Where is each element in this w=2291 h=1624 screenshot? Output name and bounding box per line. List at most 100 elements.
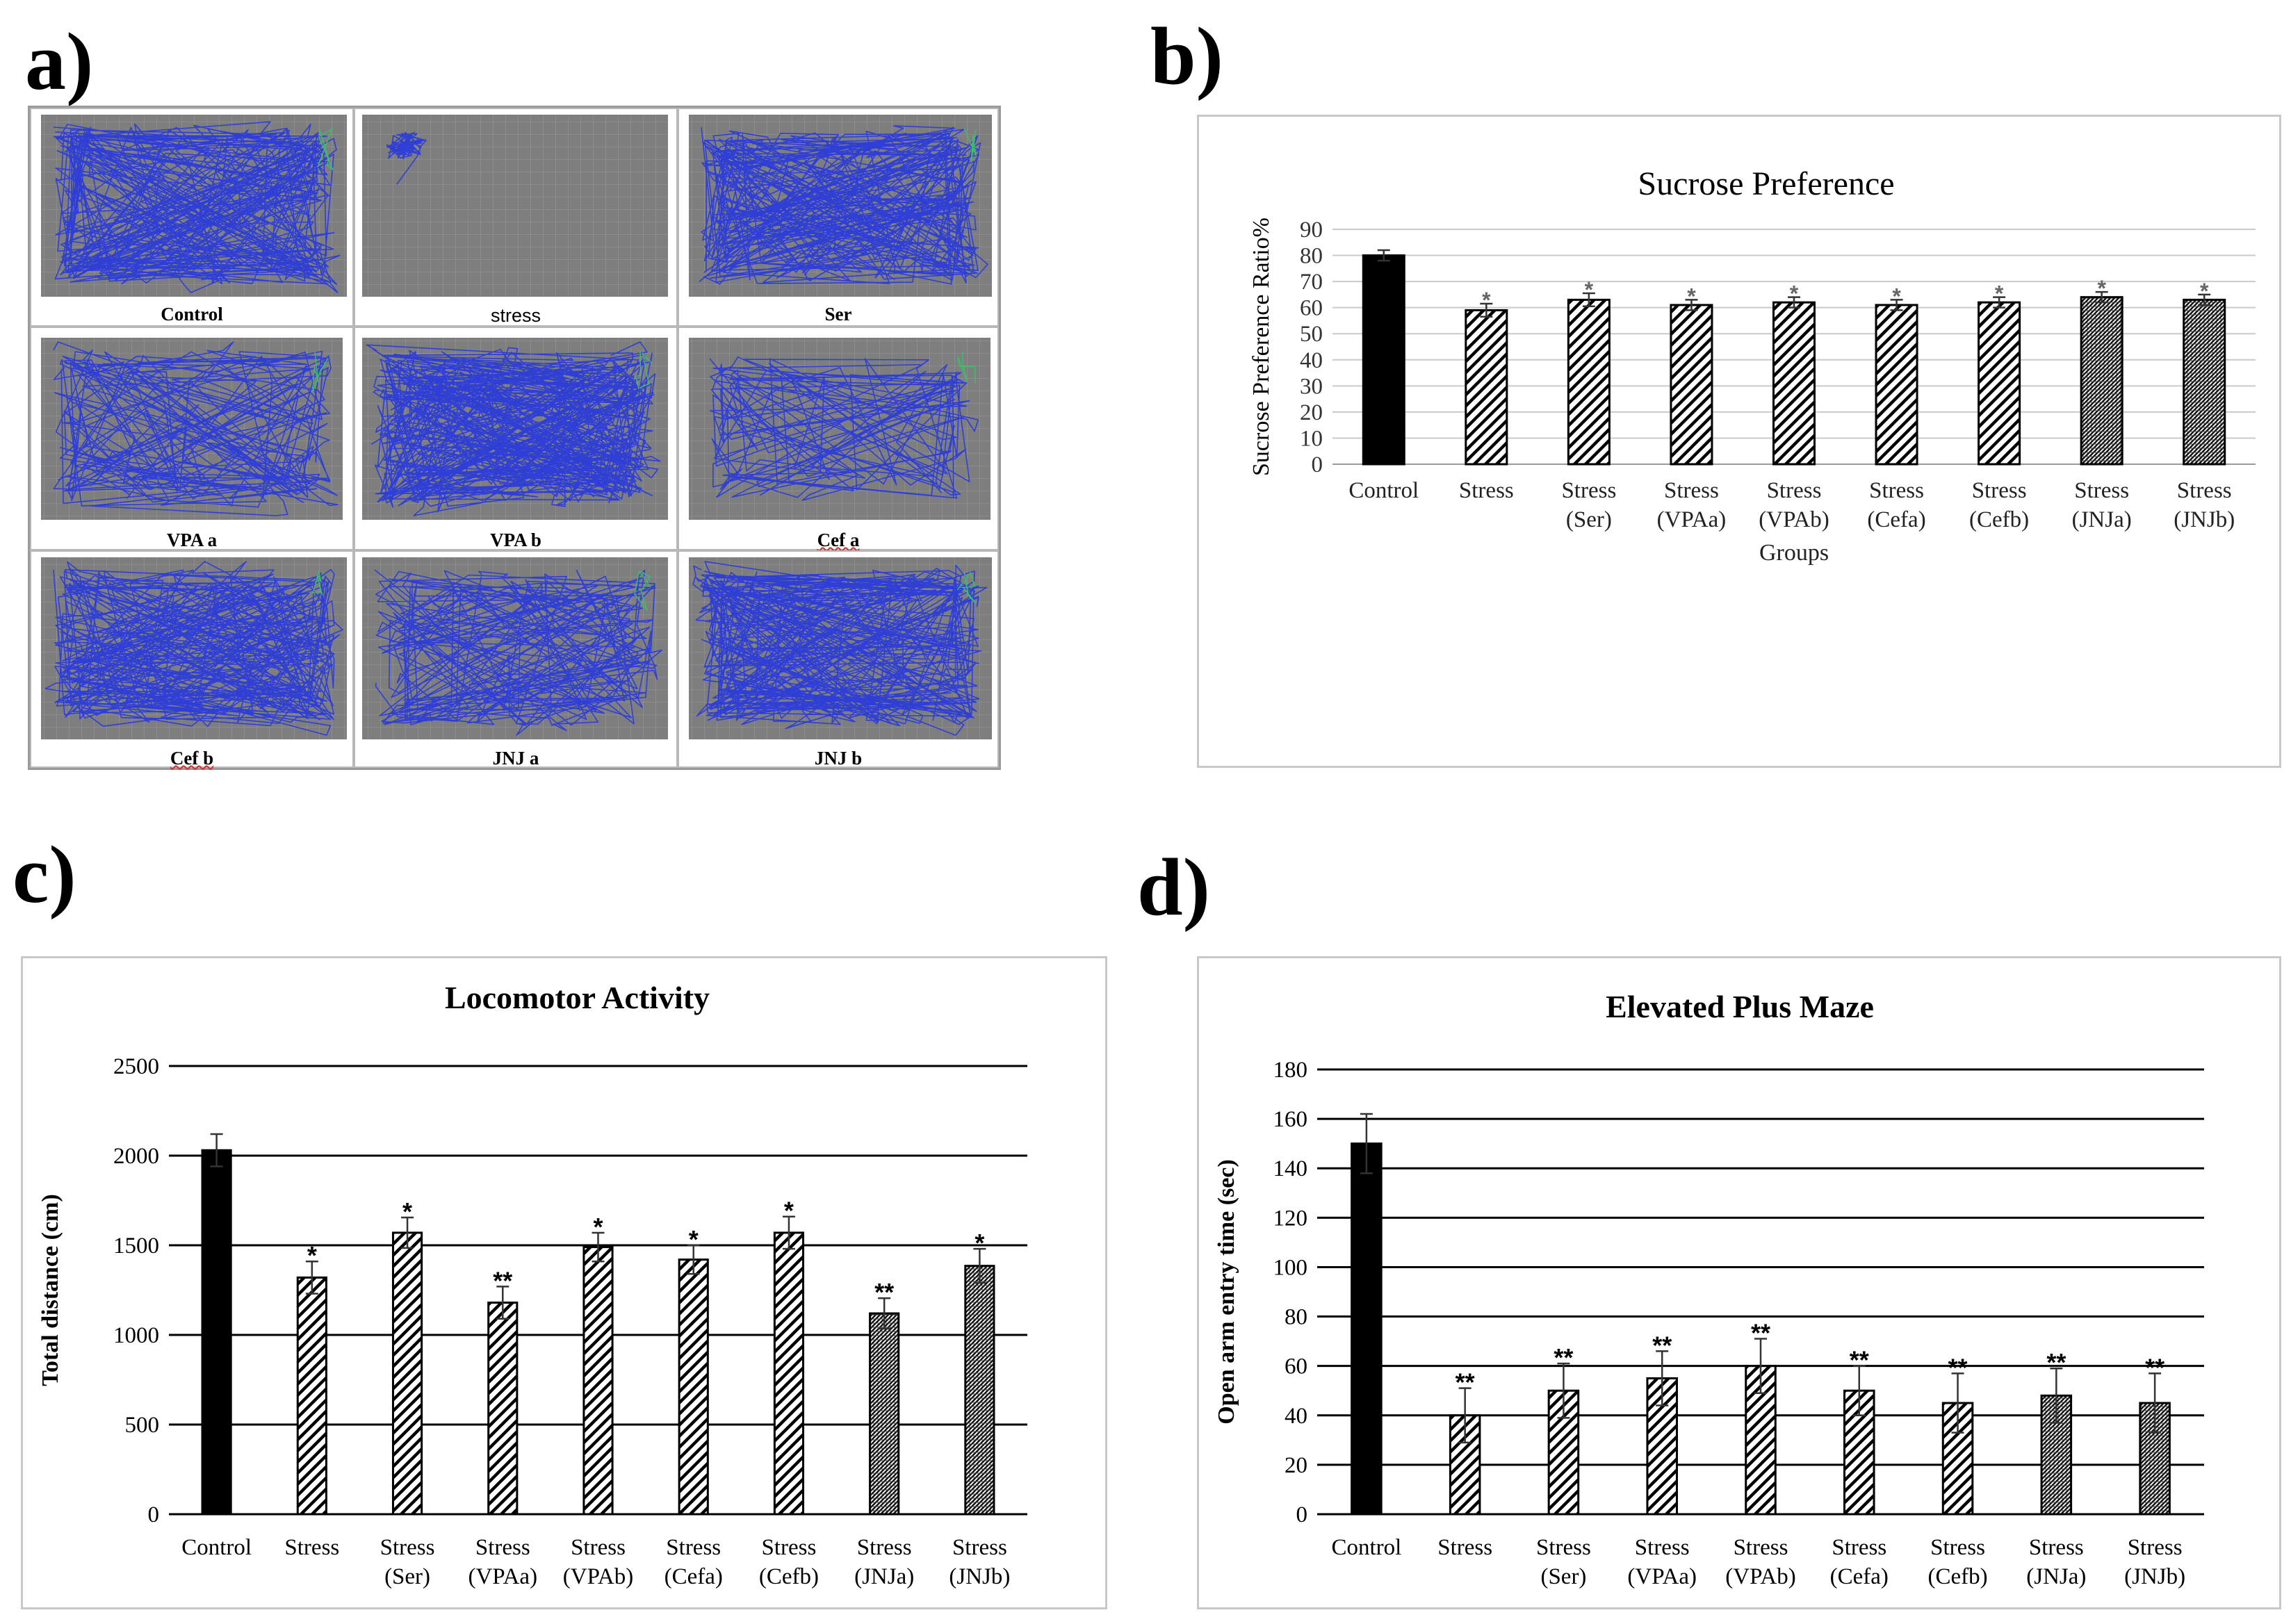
bar [678,1258,709,1516]
y-tick-label: 70 [1300,270,1323,295]
bar [869,1312,900,1516]
track-plot [362,115,668,297]
bar [1670,304,1713,466]
x-tick-label: Stress [1972,478,2027,503]
y-tick-label: 0 [1296,1502,1308,1527]
bar [2183,298,2226,466]
panel-label-b: b) [1150,10,1223,101]
y-tick-label: 90 [1300,218,1323,243]
x-tick-label: (JNJa) [2072,507,2132,532]
x-tick-label: (Cefb) [759,1564,819,1589]
y-tick-label: 60 [1285,1354,1307,1379]
tracking-panel: Control stress Ser VPA a VPA b Cef a Cef… [28,106,1001,770]
track-path [53,341,339,516]
track-path [366,341,661,516]
x-tick-label: Stress [1734,1535,1788,1560]
panel-label-d: d) [1137,842,1210,933]
chart-title: Elevated Plus Maze [1606,989,1874,1024]
x-tick-label: (Cefa) [1830,1564,1889,1589]
x-tick-label: (Cefb) [1969,507,2029,532]
x-tick-label: (VPAb) [1725,1564,1795,1589]
track-plot [41,115,347,297]
track-label-text: Cef b [170,748,214,769]
y-tick-label: 40 [1300,348,1323,373]
significance-label: ** [874,1278,894,1306]
y-tick-label: 1500 [113,1233,159,1258]
significance-label: * [2097,276,2106,301]
bar [964,1265,995,1516]
track-cell-jnj-b: JNJ b [678,550,999,769]
locomotor-chart: Locomotor Activity 0 500 1000 1500 2000 2500 To… [38,980,1027,1589]
x-tick-label: (Ser) [1566,507,1612,532]
bar [1978,301,2021,466]
track-cell-stress: stress [354,108,678,327]
bar [1465,309,1508,466]
bar [773,1231,805,1516]
bar [1567,298,1611,466]
y-tick-label: 2000 [113,1144,159,1169]
x-tick-label: Stress [475,1535,530,1560]
significance-label: ** [1751,1319,1770,1347]
track-label: VPA a [166,530,218,550]
significance-label: * [1892,284,1901,309]
track-path-secondary [635,351,653,389]
x-tick-label: Stress [1437,1535,1492,1560]
track-plot [41,557,347,739]
track-label: Cef b [31,748,352,769]
x-tick-label: Stress [762,1535,817,1560]
sucrose-chart-frame: Sucrose Preference 0 10 20 30 40 50 60 70 80 90 Suc… [1197,115,2281,768]
chart-title: Locomotor Activity [445,980,710,1015]
y-tick-label: 10 [1300,426,1323,451]
track-path-secondary [312,351,328,392]
significance-label: ** [1652,1331,1672,1359]
significance-label: * [784,1197,794,1225]
track-cell-jnj-a: JNJ a [354,550,678,769]
significance-label: * [689,1225,699,1254]
x-tick-label: Stress [1561,478,1616,503]
significance-label: * [2200,279,2209,304]
y-tick-label: 160 [1273,1107,1308,1132]
track-path [386,131,427,185]
track-cell-vpa-a: VPA a [30,327,354,550]
y-tick-label: 2500 [113,1054,159,1079]
track-path [374,569,662,736]
bar [1362,254,1405,466]
x-tick-label: Stress [2128,1535,2183,1560]
x-tick-label: (JNJb) [949,1564,1010,1589]
significance-label: ** [493,1266,512,1295]
x-tick-label: (Ser) [1540,1564,1586,1589]
x-tick-label: Stress [284,1535,339,1560]
significance-label: ** [1456,1368,1475,1397]
track-plot [689,338,990,520]
y-tick-label: 500 [125,1413,160,1438]
panel-label-c: c) [13,829,76,920]
x-tick-label: (Cefa) [1867,507,1925,532]
x-tick-label: (JNJb) [2174,507,2235,532]
track-label: Ser [824,304,852,325]
x-tick-label: Stress [2029,1535,2084,1560]
y-tick-label: 20 [1300,400,1323,425]
track-plot [362,338,668,520]
track-plot [41,338,343,520]
track-cell-vpa-b: VPA b [354,327,678,550]
x-tick-label: (VPAb) [1759,507,1829,532]
y-axis-label: Total distance (cm) [38,1194,63,1386]
track-cell-cef-a: Cef a [678,327,999,550]
y-tick-label: 50 [1300,322,1323,347]
significance-label: * [1585,277,1594,302]
track-path-secondary [312,571,323,596]
y-tick-label: 120 [1273,1206,1308,1231]
track-label: VPA b [490,530,541,550]
y-tick-label: 140 [1273,1156,1308,1181]
bar [296,1276,327,1516]
bar [1875,304,1918,466]
track-path-secondary [957,352,976,384]
y-tick-label: 60 [1300,296,1323,321]
x-tick-label: Control [1348,478,1419,503]
bar [487,1302,519,1516]
x-tick-label: Stress [666,1535,721,1560]
y-tick-label: 30 [1300,374,1323,399]
x-tick-label: (VPAa) [1657,507,1727,532]
x-axis-label: Groups [1759,540,1829,566]
